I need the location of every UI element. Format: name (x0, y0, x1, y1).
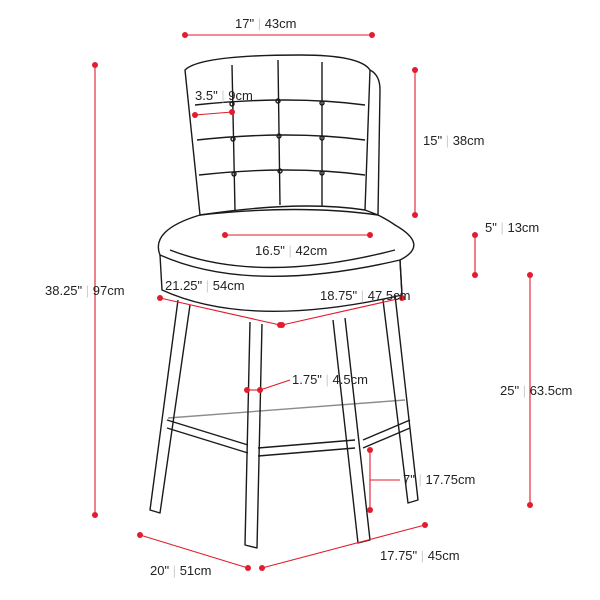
svg-text:20" | 51cm: 20" | 51cm (150, 563, 211, 578)
svg-text:3.5" | 9cm: 3.5" | 9cm (195, 88, 253, 103)
svg-text:7" | 17.75cm: 7" | 17.75cm (403, 472, 475, 487)
dimension-lines (92, 32, 533, 571)
svg-text:25" | 63.5cm: 25" | 63.5cm (500, 383, 572, 398)
svg-text:18.75" | 47.5cm: 18.75" | 47.5cm (320, 288, 410, 303)
svg-text:16.5" | 42cm: 16.5" | 42cm (255, 243, 327, 258)
svg-text:5" | 13cm: 5" | 13cm (485, 220, 539, 235)
svg-text:15" | 38cm: 15" | 38cm (423, 133, 484, 148)
svg-text:38.25" | 97cm: 38.25" | 97cm (45, 283, 125, 298)
stool-dimension-diagram: .ol { fill:none; stroke:#1a1a1a; stroke-… (0, 0, 600, 600)
svg-text:17.75" | 45cm: 17.75" | 45cm (380, 548, 460, 563)
svg-text:1.75" | 4.5cm: 1.75" | 4.5cm (292, 372, 368, 387)
svg-text:17" | 43cm: 17" | 43cm (235, 16, 296, 31)
svg-text:21.25" | 54cm: 21.25" | 54cm (165, 278, 245, 293)
